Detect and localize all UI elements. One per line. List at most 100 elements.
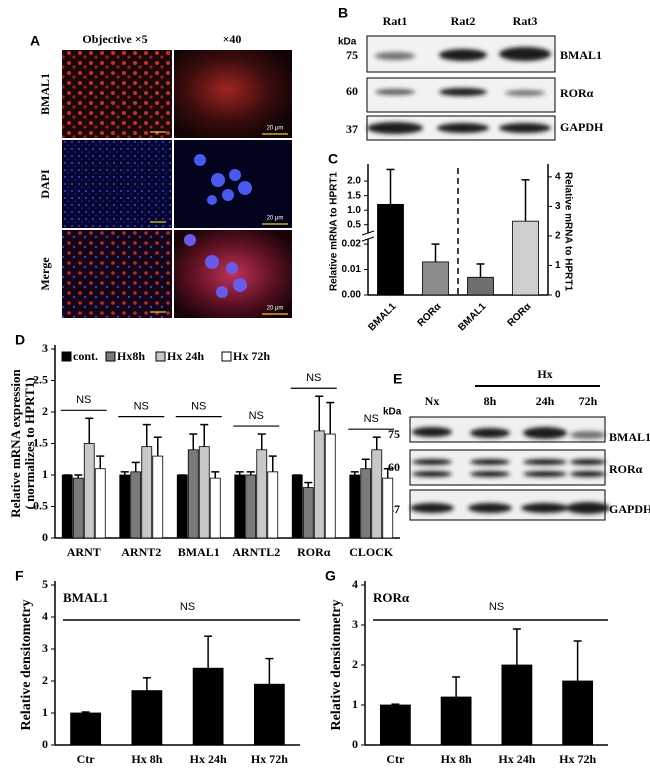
unit: kDa: [338, 37, 357, 48]
protein: BMAL1: [560, 48, 602, 62]
bar: [467, 276, 494, 296]
significance-label: NS: [180, 601, 195, 613]
y-tick-label: 2.5: [33, 372, 48, 386]
significance-label: NS: [76, 394, 91, 406]
y-axis-label: Relative mRNA to HPRT1: [329, 172, 340, 292]
x-tick-label: BMAL1: [178, 545, 220, 559]
y-axis-label: ( normalizes to HPRT1): [22, 377, 37, 509]
y-tick-label: 3: [555, 201, 561, 212]
bar: [440, 696, 472, 746]
x-tick-label: Hx 24h: [190, 752, 227, 766]
lane-label: Rat1: [383, 14, 408, 28]
legend-swatch: [155, 351, 166, 362]
x-tick-label: RORα: [416, 301, 444, 329]
x-tick-label: Hx 8h: [131, 752, 162, 766]
bar: [72, 477, 84, 539]
lane-label: 8h: [484, 394, 497, 408]
axis-break: [361, 236, 375, 242]
protein: BMAL1: [609, 430, 650, 444]
bar: [501, 664, 533, 746]
bar: [267, 471, 279, 539]
bar: [176, 474, 188, 539]
bar: [371, 449, 383, 539]
x-tick-label: ARNTL2: [232, 545, 280, 559]
panel-e: E Hx Nx 8h 24h 72h kDa 75 60 37 BMAL1 RO…: [383, 367, 650, 521]
lane-label: Rat2: [451, 14, 476, 28]
panel-label: A: [30, 33, 40, 49]
unit: kDa: [383, 407, 402, 418]
y-tick-label: 2: [352, 657, 358, 671]
bar: [512, 220, 539, 296]
bar: [324, 433, 336, 539]
bar: [187, 449, 199, 539]
y-tick-label: 1.5: [33, 435, 48, 449]
marker: 60: [346, 84, 358, 98]
scale-bars: [150, 131, 288, 315]
bar: [198, 446, 210, 539]
legend-swatch: [221, 351, 232, 362]
bar: [313, 430, 325, 539]
bar: [377, 203, 404, 296]
y-tick-label: 3: [42, 341, 48, 355]
legend-label: Hx 72h: [233, 349, 270, 363]
bar: [253, 683, 285, 746]
bar: [141, 446, 153, 539]
bar: [256, 449, 268, 539]
y-tick-label: 0.5: [347, 219, 361, 230]
y-axis-label: Relative densitometry: [329, 599, 344, 730]
protein: GAPDH: [560, 120, 604, 134]
column-label: ×40: [223, 32, 242, 46]
lane-label: 72h: [579, 394, 598, 408]
x-tick-label: RORα: [297, 545, 331, 559]
y-tick-label: 2: [42, 673, 48, 687]
significance-label: NS: [134, 401, 149, 413]
y-tick-label: 1.0: [347, 205, 361, 216]
bands: [410, 427, 610, 514]
x-tick-label: Hx 72h: [559, 752, 596, 766]
lane-label: Nx: [425, 394, 440, 408]
lane-label: 24h: [536, 394, 555, 408]
bar: [130, 471, 142, 539]
marker: 75: [346, 48, 358, 62]
bar: [291, 474, 303, 539]
x-tick-label: Ctr: [77, 752, 96, 766]
protein: GAPDH: [609, 502, 650, 516]
lane-label: Rat3: [513, 14, 538, 28]
legend-label: Hx8h: [117, 349, 145, 363]
y-tick-label: 1: [352, 697, 358, 711]
marker: 60: [388, 460, 400, 474]
micrograph: [174, 50, 292, 138]
bar: [61, 474, 73, 539]
y-tick-label: 0: [352, 737, 358, 751]
y-tick-label: 0: [555, 290, 561, 301]
panel-label: F: [15, 568, 24, 584]
legend-label: Hx 24h: [167, 349, 204, 363]
x-tick-label: Hx 72h: [251, 752, 288, 766]
x-tick-label: BMAL1: [366, 301, 398, 333]
nuclei: [194, 154, 252, 205]
bar: [379, 704, 411, 746]
bar: [422, 261, 449, 296]
bar: [94, 468, 106, 539]
y-tick-label: 2.0: [347, 176, 361, 187]
legend-label: cont.: [73, 349, 98, 363]
marker: 37: [346, 122, 358, 136]
y-tick-label: 1.5: [347, 190, 361, 201]
y-tick-label: 0.01: [342, 264, 362, 275]
row-label: BMAL1: [38, 73, 52, 115]
y-tick-label: 4: [42, 609, 48, 623]
bar: [360, 468, 372, 539]
y-tick-label: 1: [555, 260, 561, 271]
y-tick-label: 4: [352, 577, 358, 591]
y-tick-label: 3: [352, 617, 358, 631]
column-label: Objective ×5: [82, 32, 147, 46]
chart-title: BMAL1: [63, 590, 109, 605]
panel-label: G: [325, 568, 336, 584]
micrograph: [62, 230, 172, 318]
bar: [209, 477, 221, 539]
x-tick-label: Ctr: [386, 752, 405, 766]
panel-b: B Rat1 Rat2 Rat3 kDa 75 60 37 BMAL1 RORα…: [338, 5, 604, 141]
significance-label: NS: [191, 401, 206, 413]
micrograph: [62, 50, 172, 138]
chart-title: RORα: [373, 590, 410, 605]
